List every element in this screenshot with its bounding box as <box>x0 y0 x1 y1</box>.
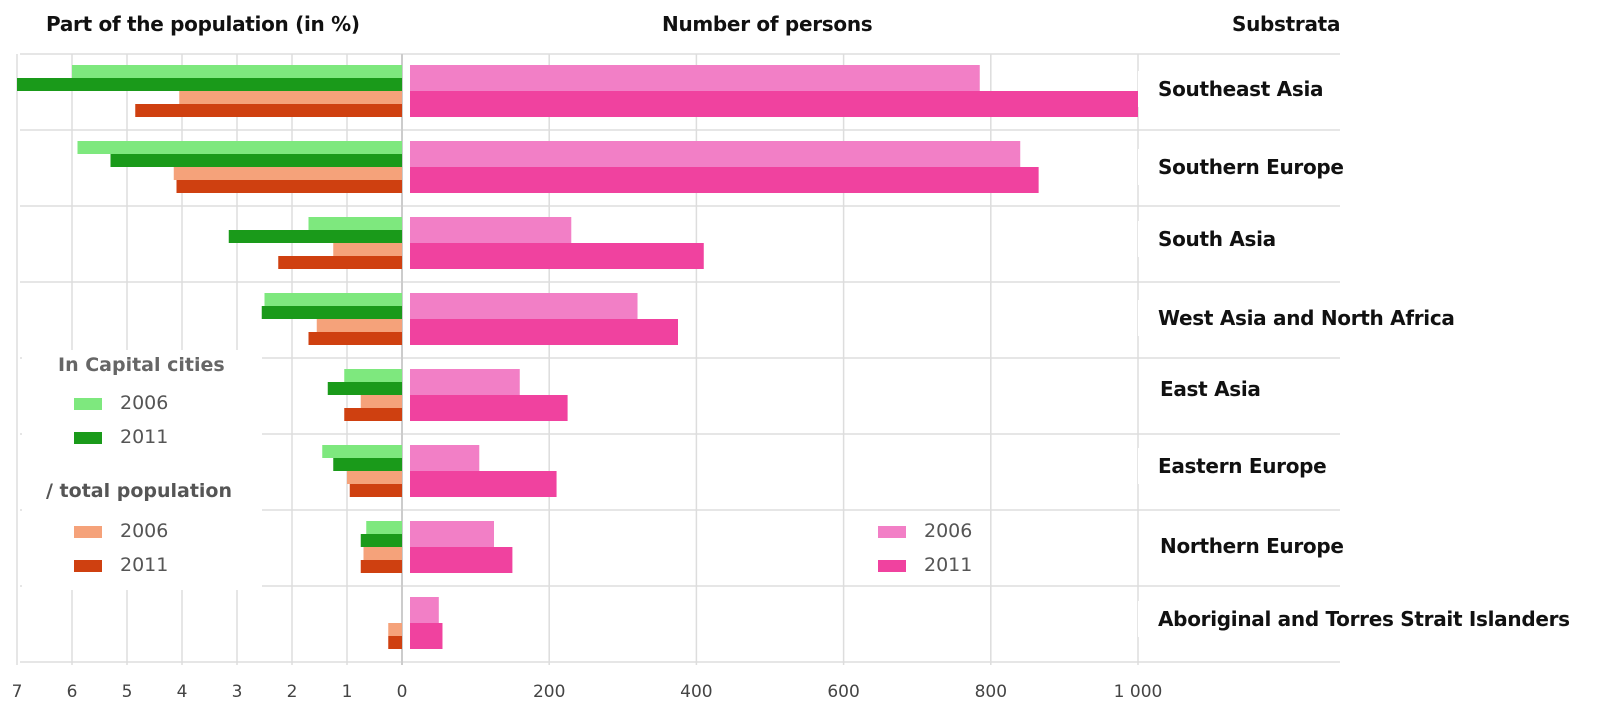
bar-persons <box>410 167 1039 193</box>
legend-swatch <box>878 559 906 572</box>
x-tick-label: 6 <box>67 682 78 702</box>
x-tick-label: 2 <box>287 682 298 702</box>
legend-item-total-2011: 2011 <box>74 554 168 576</box>
bar-percent <box>72 65 402 78</box>
bar-persons <box>410 369 520 395</box>
category-label: Northern Europe <box>1140 528 1364 564</box>
bar-percent <box>344 369 402 382</box>
bar-percent <box>179 91 402 104</box>
middle-panel-title: Number of persons <box>662 12 873 36</box>
legend-capital-title: In Capital cities <box>58 354 225 376</box>
bar-persons <box>410 243 704 269</box>
bar-percent <box>308 217 402 230</box>
legend-swatch <box>74 431 102 444</box>
bar-percent <box>333 243 402 256</box>
axis-ticks: 7 6 5 4 3 2 1 0 200 400 600 800 1 000 <box>12 682 1163 702</box>
bar-persons <box>410 623 443 649</box>
bar-persons <box>410 445 480 471</box>
category-label: Aboriginal and Torres Strait Islanders <box>1138 601 1590 637</box>
bar-percent <box>360 534 402 547</box>
bar-percent <box>327 382 402 395</box>
legend-left: In Capital cities 2006 2011 / total popu… <box>22 350 262 590</box>
category-label: Southeast Asia <box>1138 71 1344 107</box>
bar-percent <box>135 104 402 117</box>
bar-percent <box>278 256 402 269</box>
bar-persons <box>410 471 557 497</box>
bar-persons <box>410 547 513 573</box>
legend-item-persons-2006: 2006 <box>878 520 972 542</box>
legend-total-title: / total population <box>46 480 233 502</box>
category-label: Eastern Europe <box>1138 448 1347 484</box>
bar-percent <box>110 154 402 167</box>
bar-persons <box>410 395 568 421</box>
x-tick-label: 1 <box>342 682 353 702</box>
bar-percent <box>173 167 402 180</box>
x-tick-label: 5 <box>122 682 133 702</box>
bar-persons <box>410 141 1021 167</box>
category-label: Southern Europe <box>1138 149 1364 185</box>
legend-swatch <box>74 397 102 410</box>
bar-percent <box>308 332 402 345</box>
x-tick-label: 0 <box>397 682 408 702</box>
bar-persons <box>410 597 439 623</box>
x-tick-label: 600 <box>827 682 859 702</box>
bar-percent <box>347 471 402 484</box>
bar-percent <box>322 445 402 458</box>
x-tick-label: 7 <box>12 682 23 702</box>
bar-persons <box>410 521 494 547</box>
legend-item-persons-2011: 2011 <box>878 554 972 576</box>
category-label: South Asia <box>1138 221 1296 257</box>
bar-percent <box>316 319 402 332</box>
x-tick-label: 1 000 <box>1114 682 1163 702</box>
legend-right: 2006 2011 <box>868 514 988 584</box>
bar-percent <box>261 306 402 319</box>
legend-item-total-2006: 2006 <box>74 520 168 542</box>
bar-percent <box>77 141 402 154</box>
bar-percent <box>333 458 402 471</box>
legend-item-capital-2011: 2011 <box>74 426 168 448</box>
legend-item-capital-2006: 2006 <box>74 392 168 414</box>
category-label: West Asia and North Africa <box>1138 300 1475 336</box>
bars <box>17 65 1138 649</box>
legend-swatch <box>74 525 102 538</box>
bar-percent <box>349 484 402 497</box>
bar-persons <box>410 65 980 91</box>
bar-percent <box>344 408 402 421</box>
x-tick-label: 4 <box>177 682 188 702</box>
bar-percent <box>388 623 402 636</box>
bar-percent <box>360 395 402 408</box>
bar-percent <box>366 521 402 534</box>
bar-percent <box>228 230 402 243</box>
legend-swatch <box>74 559 102 572</box>
substrata-title: Substrata <box>1232 12 1341 36</box>
bar-persons <box>410 319 678 345</box>
bar-percent <box>388 636 402 649</box>
bar-percent <box>17 78 402 91</box>
bar-percent <box>264 293 402 306</box>
bar-percent <box>363 547 402 560</box>
left-panel-title: Part of the population (in %) <box>46 12 360 36</box>
bar-persons <box>410 293 638 319</box>
x-tick-label: 400 <box>680 682 712 702</box>
bar-percent <box>176 180 402 193</box>
category-label: East Asia <box>1140 371 1281 407</box>
bar-persons <box>410 217 572 243</box>
legend-swatch <box>878 525 906 538</box>
bar-percent <box>360 560 402 573</box>
x-tick-label: 200 <box>533 682 565 702</box>
x-tick-label: 800 <box>975 682 1007 702</box>
x-tick-label: 3 <box>232 682 243 702</box>
bar-persons <box>410 91 1138 117</box>
